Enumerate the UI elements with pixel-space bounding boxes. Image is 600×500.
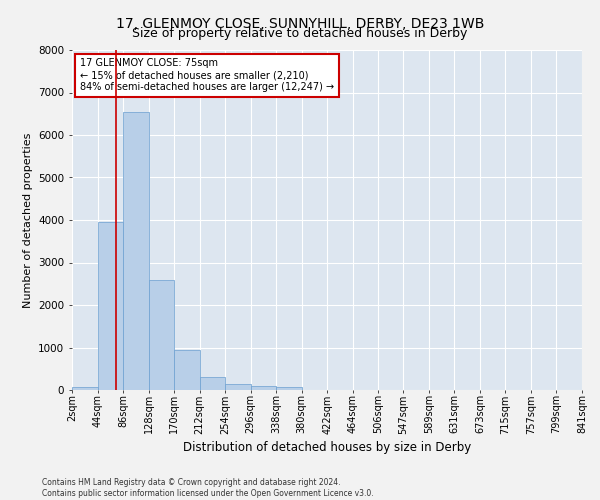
Bar bbox=[149, 280, 174, 390]
Text: Contains HM Land Registry data © Crown copyright and database right 2024.
Contai: Contains HM Land Registry data © Crown c… bbox=[42, 478, 374, 498]
Bar bbox=[98, 222, 123, 390]
Bar bbox=[251, 386, 276, 390]
Text: 17 GLENMOY CLOSE: 75sqm
← 15% of detached houses are smaller (2,210)
84% of semi: 17 GLENMOY CLOSE: 75sqm ← 15% of detache… bbox=[80, 58, 334, 92]
Bar bbox=[123, 112, 149, 390]
Bar bbox=[72, 387, 98, 390]
Y-axis label: Number of detached properties: Number of detached properties bbox=[23, 132, 32, 308]
Text: 17, GLENMOY CLOSE, SUNNYHILL, DERBY, DE23 1WB: 17, GLENMOY CLOSE, SUNNYHILL, DERBY, DE2… bbox=[116, 18, 484, 32]
Bar bbox=[276, 387, 302, 390]
Text: Size of property relative to detached houses in Derby: Size of property relative to detached ho… bbox=[133, 28, 467, 40]
Bar bbox=[174, 350, 200, 390]
Bar bbox=[200, 378, 225, 390]
Bar bbox=[225, 384, 251, 390]
X-axis label: Distribution of detached houses by size in Derby: Distribution of detached houses by size … bbox=[183, 440, 471, 454]
